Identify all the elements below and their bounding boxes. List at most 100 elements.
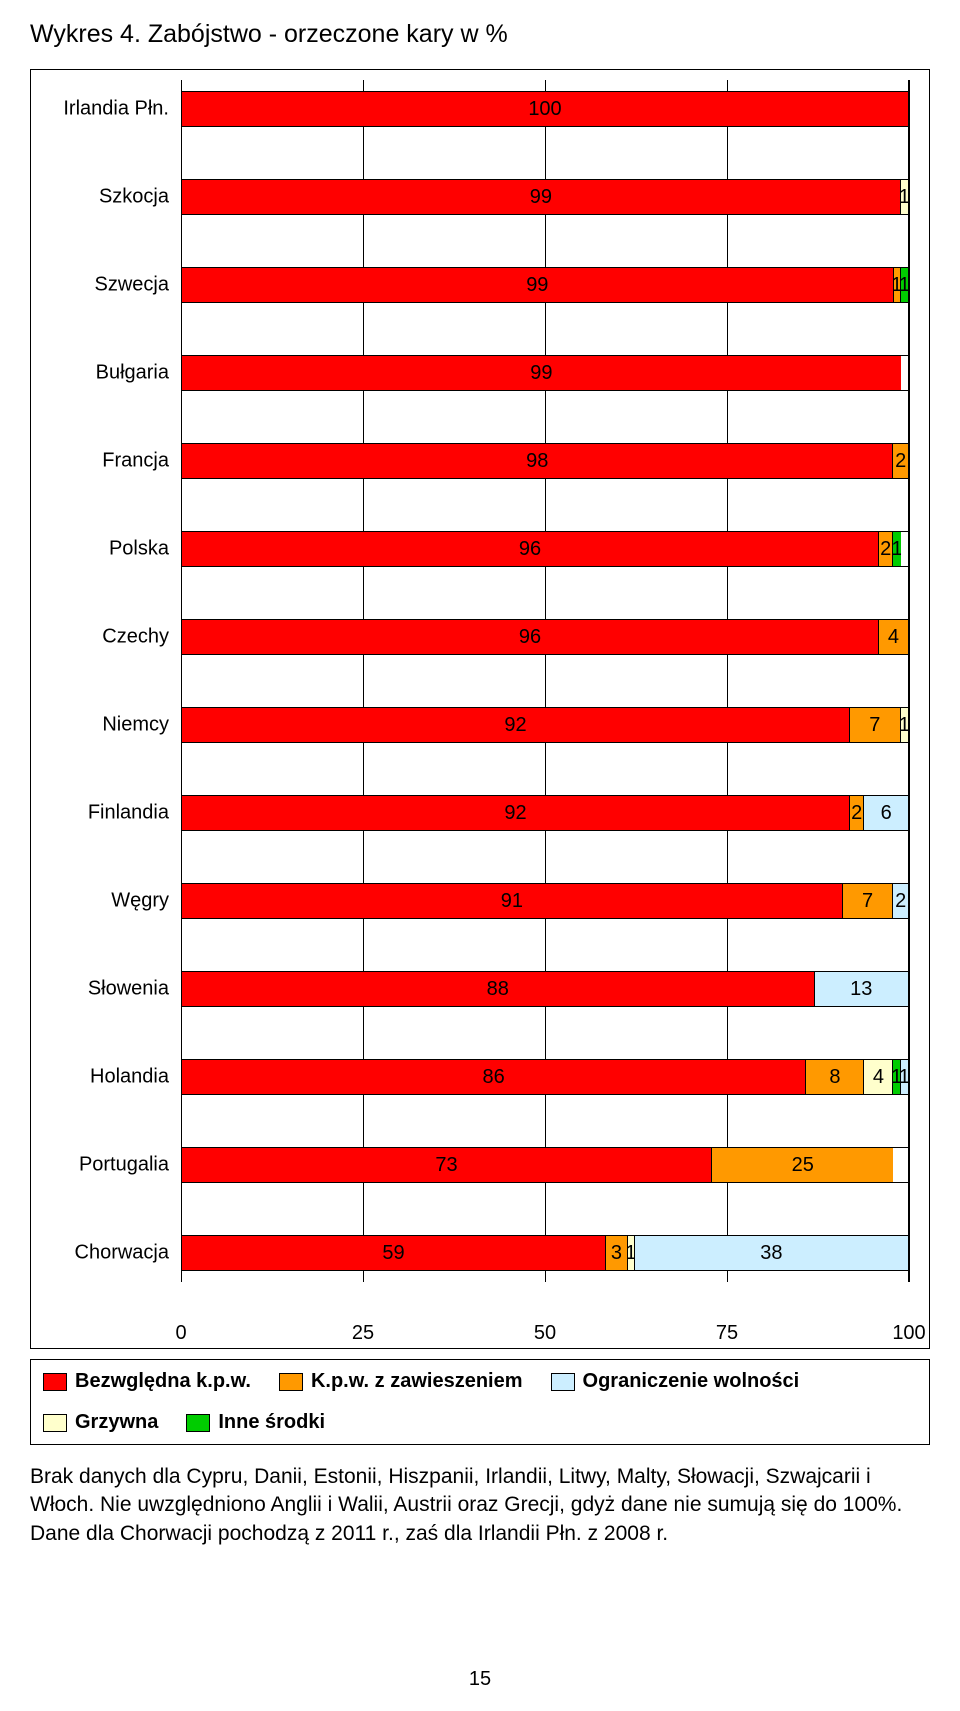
legend-label: Bezwględna k.p.w. <box>75 1370 251 1393</box>
bar-segment: 99 <box>182 356 901 390</box>
bar-rows: Irlandia Płn.100 Szkocja991 Szwecja9911 Buł… <box>181 80 909 1282</box>
legend-item: Inne środki <box>186 1411 325 1434</box>
bar: 9911 <box>181 267 909 303</box>
row-label: Finlandia <box>88 802 181 825</box>
bar-segment: 2 <box>893 444 908 478</box>
row-label: Szkocja <box>99 186 181 209</box>
bar: 964 <box>181 619 909 655</box>
x-tick-label: 100 <box>892 1322 925 1345</box>
bar-segment: 91 <box>182 884 843 918</box>
legend-swatch <box>43 1414 67 1432</box>
legend: Bezwględna k.p.w. K.p.w. z zawieszeniem Og… <box>30 1359 930 1445</box>
bar-segment: 1 <box>901 268 908 302</box>
bar-row: Niemcy9271 <box>181 696 909 754</box>
row-label: Irlandia Płn. <box>63 98 181 121</box>
legend-item: Bezwględna k.p.w. <box>43 1370 251 1393</box>
bar: 9226 <box>181 795 909 831</box>
bar-row: Portugalia7325 <box>181 1136 909 1194</box>
chart-title: Wykres 4. Zabójstwo - orzeczone kary w % <box>30 20 930 49</box>
bar: 982 <box>181 443 909 479</box>
bar-segment: 4 <box>879 620 908 654</box>
bar: 8813 <box>181 971 909 1007</box>
gridline <box>909 80 910 1282</box>
x-axis-labels: 0255075100 <box>181 1322 909 1348</box>
bar-segment: 1 <box>901 180 908 214</box>
bar-row: Czechy964 <box>181 608 909 666</box>
bar-row: Francja982 <box>181 432 909 490</box>
row-label: Niemcy <box>102 714 181 737</box>
bar: 9621 <box>181 531 909 567</box>
row-label: Szwecja <box>95 274 181 297</box>
bar-segment: 4 <box>864 1060 893 1094</box>
bar-segment: 88 <box>182 972 815 1006</box>
legend-swatch <box>186 1414 210 1432</box>
bar-row: Polska9621 <box>181 520 909 578</box>
legend-label: K.p.w. z zawieszeniem <box>311 1370 523 1393</box>
bar-segment: 13 <box>815 972 908 1006</box>
bar-row: Węgry9172 <box>181 872 909 930</box>
bar-segment: 2 <box>893 884 908 918</box>
bar-segment: 7 <box>843 884 894 918</box>
bar-segment: 100 <box>182 92 908 126</box>
bar-segment: 1 <box>894 268 901 302</box>
bar-row: Szwecja9911 <box>181 256 909 314</box>
chart-area: Irlandia Płn.100Szkocja991Szwecja9911Buł… <box>30 69 930 1349</box>
bar: 7325 <box>181 1147 909 1183</box>
bar-segment: 1 <box>901 1060 908 1094</box>
bar-segment: 8 <box>806 1060 864 1094</box>
bar-segment: 86 <box>182 1060 806 1094</box>
bar: 99 <box>181 355 909 391</box>
plot-area: Irlandia Płn.100 Szkocja991 Szwecja9911 Buł… <box>181 80 909 1282</box>
bar: 868411 <box>181 1059 909 1095</box>
bar-segment: 96 <box>182 620 879 654</box>
legend-label: Grzywna <box>75 1411 158 1434</box>
bar-row: Słowenia8813 <box>181 960 909 1018</box>
bar-row: Holandia868411 <box>181 1048 909 1106</box>
bar-segment: 38 <box>635 1236 908 1270</box>
legend-item: K.p.w. z zawieszeniem <box>279 1370 523 1393</box>
row-label: Francja <box>102 450 181 473</box>
row-label: Czechy <box>102 626 181 649</box>
bar-segment: 2 <box>879 532 894 566</box>
bar-segment: 3 <box>606 1236 628 1270</box>
bar-row: Finlandia9226 <box>181 784 909 842</box>
row-label: Polska <box>109 538 181 561</box>
bar-segment: 59 <box>182 1236 606 1270</box>
bar-row: Bułgaria99 <box>181 344 909 402</box>
legend-label: Ograniczenie wolności <box>583 1370 800 1393</box>
bar-segment: 73 <box>182 1148 712 1182</box>
bar-segment: 92 <box>182 796 850 830</box>
bar-segment: 1 <box>628 1236 635 1270</box>
bar: 593138 <box>181 1235 909 1271</box>
bar-segment: 98 <box>182 444 893 478</box>
page-number: 15 <box>30 1668 930 1711</box>
bar-segment: 7 <box>850 708 901 742</box>
x-tick-label: 0 <box>175 1322 186 1345</box>
bar: 100 <box>181 91 909 127</box>
row-label: Bułgaria <box>96 362 181 385</box>
bar-segment: 96 <box>182 532 879 566</box>
bar-segment: 1 <box>893 1060 900 1094</box>
bar-segment: 6 <box>864 796 908 830</box>
legend-item: Ograniczenie wolności <box>551 1370 800 1393</box>
bar-row: Irlandia Płn.100 <box>181 80 909 138</box>
row-label: Węgry <box>111 890 181 913</box>
row-label: Chorwacja <box>75 1242 181 1265</box>
bar-row: Szkocja991 <box>181 168 909 226</box>
bar: 991 <box>181 179 909 215</box>
bar-segment: 1 <box>893 532 900 566</box>
x-tick-label: 75 <box>716 1322 738 1345</box>
bar-segment: 92 <box>182 708 850 742</box>
legend-swatch <box>43 1373 67 1391</box>
bar-segment: 25 <box>712 1148 894 1182</box>
row-label: Holandia <box>90 1066 181 1089</box>
x-tick-label: 50 <box>534 1322 556 1345</box>
x-tick-label: 25 <box>352 1322 374 1345</box>
bar-segment: 99 <box>182 180 901 214</box>
bar: 9172 <box>181 883 909 919</box>
bar: 9271 <box>181 707 909 743</box>
legend-swatch <box>551 1373 575 1391</box>
bar-segment: 1 <box>901 708 908 742</box>
row-label: Portugalia <box>79 1154 181 1177</box>
legend-label: Inne środki <box>218 1411 325 1434</box>
